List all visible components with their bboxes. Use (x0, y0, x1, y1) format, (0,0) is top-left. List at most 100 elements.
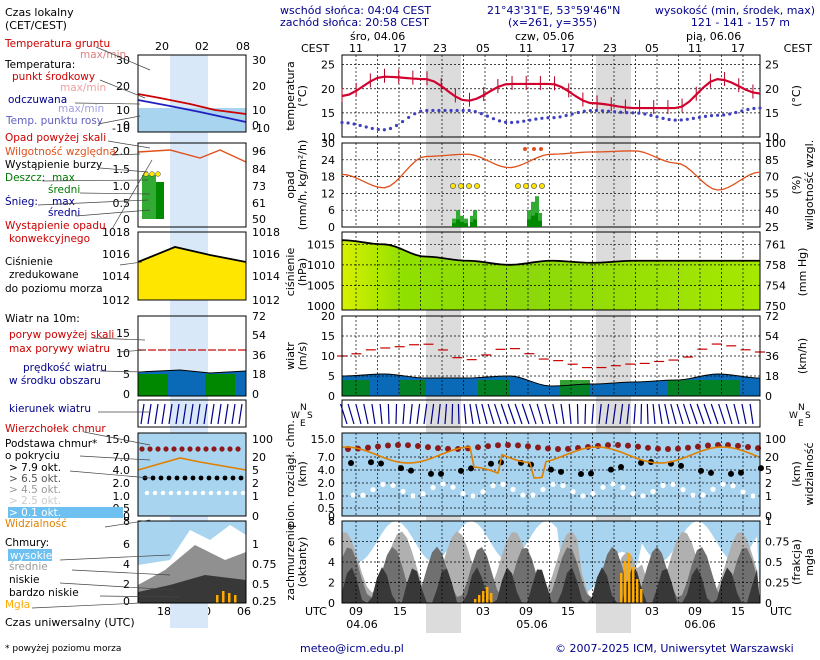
mini-cloud-top-dot (171, 446, 177, 452)
dew-point-dot (461, 108, 465, 113)
day-label-top: czw, 05.06 (515, 30, 574, 43)
mini-pres_right-tick: 1018 (252, 226, 280, 239)
rh-ylabel: wilgotność wzgl. (803, 140, 816, 230)
precip-right-tick: 25 (765, 221, 779, 234)
legend-rain-mean: średni (48, 184, 80, 196)
precip-right-tick: 85 (765, 154, 779, 167)
dew-point-dot (425, 108, 429, 113)
day-label-bottom: 05.06 (516, 618, 548, 631)
wind-arrow (658, 403, 663, 425)
storm-marker (466, 183, 472, 189)
email-link[interactable]: meteo@icm.edu.pl (300, 642, 404, 655)
compass-n: N (300, 403, 307, 413)
dew-point-dot (552, 115, 556, 120)
fog-bar (478, 595, 481, 603)
dew-point-dot (352, 122, 356, 126)
mini-cloud_left-tick: 15.0 (106, 433, 131, 446)
compass-right-e: E (798, 419, 804, 429)
storm-marker (523, 183, 529, 189)
legend-leader (95, 46, 151, 71)
mini-pres_left-tick: 1012 (102, 294, 130, 307)
cloud-base-dot (618, 464, 624, 471)
convective-marker (539, 147, 543, 151)
mini-wind_left-tick: 10 (116, 347, 130, 360)
mini-wind-arrow (140, 403, 145, 425)
dew-point-dot (613, 110, 617, 114)
visibility-line (341, 446, 759, 479)
cloud-base-dot-light (480, 489, 486, 495)
fog-left-tick: 8 (328, 515, 335, 528)
mini-cloud-top-dot (219, 446, 225, 452)
footer: Czas uniwersalny (UTC) * powyżej poziomu… (5, 616, 794, 655)
legend-cloud-low: niskie (9, 574, 40, 586)
fog-left-tick: 4 (328, 556, 335, 569)
fog-left-tick: 6 (328, 536, 335, 549)
mini-cloud-light-dot (192, 490, 198, 496)
legend-local-time: Czas lokalny (5, 6, 74, 19)
mini-bottom-tick: 18 (157, 605, 171, 618)
dew-point-dot (758, 106, 762, 110)
temp-unit: (°C) (296, 85, 309, 107)
mini-rh_right-tick: 96 (252, 145, 266, 158)
compass-s: S (307, 411, 313, 421)
cloud-top-dot (505, 442, 511, 449)
legend-soil-max-min: max/min (80, 49, 126, 61)
mini-fog_left-tick: 6 (123, 538, 130, 551)
mini-temp_left-tick: 20 (116, 80, 130, 93)
precip-left-tick: 6 (328, 204, 335, 217)
day-label-top: śro, 04.06 (350, 30, 405, 43)
top-tick: 11 (349, 42, 363, 55)
mini-temp_left-tick: 0 (123, 119, 130, 132)
mini-fog-bar (216, 595, 219, 603)
cloud-base-dot-light (440, 481, 446, 487)
mini-cloud-light-dot (208, 490, 214, 496)
cloud-base-dot (678, 462, 684, 469)
dew-point-dot (407, 115, 411, 120)
wind-arrow (568, 403, 572, 425)
bottom-tick: 15 (731, 605, 745, 618)
rh-line (341, 150, 761, 191)
legend-leader (69, 470, 151, 479)
bottom-tick: 03 (476, 605, 490, 618)
legend-visibility: Widzialność (5, 518, 67, 530)
cloud-top-dot (445, 445, 451, 452)
wind-arrow (670, 403, 677, 425)
cloud-unit: (km) (296, 461, 309, 487)
mini-fog_left-tick: 0 (123, 595, 130, 608)
legend-cloud-mid: średnie (9, 561, 48, 573)
mini-wind-arrow (224, 403, 229, 425)
legend-precip-above: Opad powyżej skali (5, 132, 106, 144)
cloud-top-dot (685, 444, 691, 451)
cloud-base-dot-light (630, 491, 636, 497)
wind-left-tick: 5 (328, 370, 335, 383)
legend-leader (79, 192, 151, 195)
wind-unit-right: (km/h) (796, 338, 809, 374)
cloud-base-dot (438, 470, 444, 477)
legend-cb-top: Wierzchołek chmur (5, 423, 106, 435)
mini-rh-frame (137, 142, 247, 228)
wind-right-tick: 18 (765, 370, 779, 383)
mini-fog-bar (234, 595, 237, 603)
precip-bar-mean (527, 219, 531, 227)
legend-utc: Czas uniwersalny (UTC) (5, 616, 135, 629)
dew-point-dot (516, 120, 520, 124)
precip-bar-mean (452, 223, 456, 227)
dew-point-dot (709, 114, 714, 118)
mini-cloud-light-dot (144, 490, 150, 496)
dew-point-dot (667, 117, 671, 122)
mini-top-tick: 02 (195, 40, 209, 53)
cloud-base-dot (408, 467, 414, 474)
mini-cover-low (138, 575, 246, 603)
wind-left-tick: 10 (321, 350, 335, 363)
cloud-frame (341, 432, 761, 517)
pres-left-tick: 1000 (307, 300, 335, 313)
precip-bar-mean (538, 220, 542, 227)
mini-cover-frame (137, 520, 247, 604)
cloud-base-dot-light (710, 486, 716, 492)
legend-precip-occurrence: Wystąpienie opadu (5, 220, 106, 232)
mini-pressure-area (138, 247, 246, 300)
precip-left-tick: 12 (321, 187, 335, 200)
mini-cloud-top-dot (163, 446, 169, 452)
mini-pres_right-tick: 1012 (252, 294, 280, 307)
